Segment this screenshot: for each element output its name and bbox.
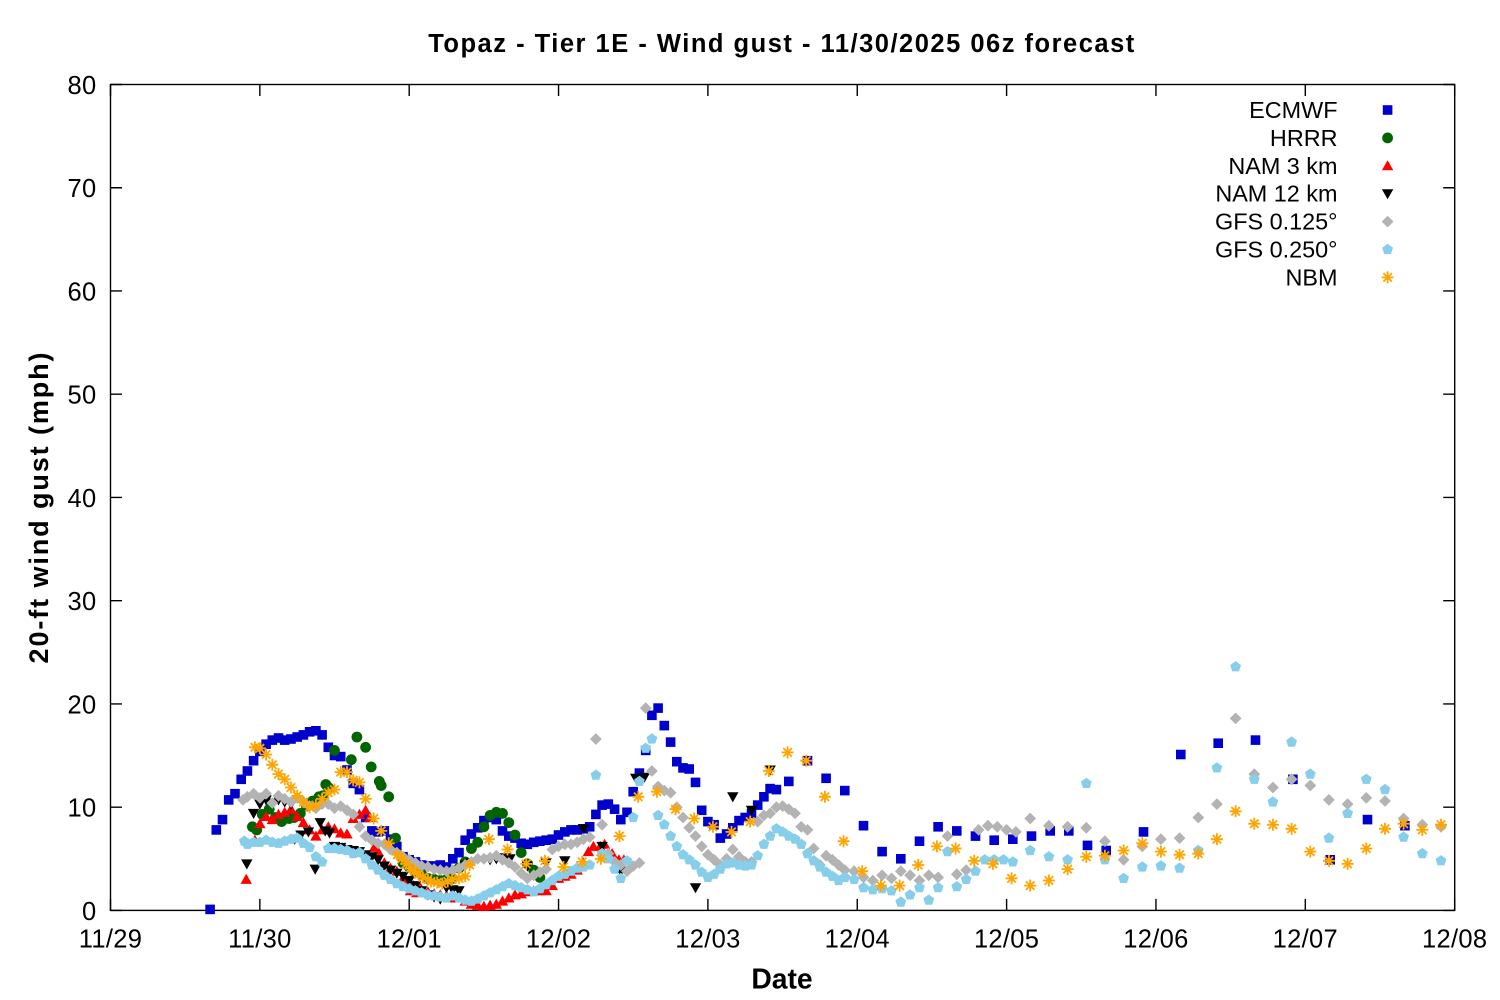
svg-text:20: 20 bbox=[68, 691, 97, 719]
svg-text:NAM 12 km: NAM 12 km bbox=[1215, 181, 1337, 207]
svg-text:0: 0 bbox=[82, 898, 96, 926]
svg-text:11/30: 11/30 bbox=[228, 925, 291, 953]
svg-text:ECMWF: ECMWF bbox=[1249, 97, 1337, 123]
svg-text:20-ft wind gust (mph): 20-ft wind gust (mph) bbox=[24, 351, 54, 664]
svg-text:GFS 0.250°: GFS 0.250° bbox=[1215, 237, 1337, 263]
svg-text:30: 30 bbox=[68, 588, 97, 616]
svg-text:12/06: 12/06 bbox=[1123, 925, 1188, 953]
svg-text:80: 80 bbox=[68, 72, 97, 100]
svg-text:GFS 0.125°: GFS 0.125° bbox=[1215, 209, 1337, 235]
svg-text:10: 10 bbox=[68, 795, 97, 823]
svg-text:12/05: 12/05 bbox=[974, 925, 1039, 953]
svg-text:HRRR: HRRR bbox=[1270, 125, 1338, 151]
svg-text:12/08: 12/08 bbox=[1422, 925, 1487, 953]
svg-text:NAM 3 km: NAM 3 km bbox=[1228, 153, 1337, 179]
svg-text:12/04: 12/04 bbox=[825, 925, 890, 953]
svg-text:50: 50 bbox=[68, 382, 97, 410]
svg-text:11/29: 11/29 bbox=[79, 925, 142, 953]
svg-text:12/03: 12/03 bbox=[675, 925, 740, 953]
svg-text:40: 40 bbox=[68, 485, 97, 513]
svg-text:12/01: 12/01 bbox=[377, 925, 442, 953]
svg-text:Date: Date bbox=[751, 963, 812, 995]
svg-text:Topaz - Tier 1E - Wind gust -: Topaz - Tier 1E - Wind gust - 11/30/2025… bbox=[428, 30, 1136, 58]
svg-text:70: 70 bbox=[68, 175, 97, 203]
svg-text:12/07: 12/07 bbox=[1273, 925, 1338, 953]
svg-text:NBM: NBM bbox=[1286, 264, 1338, 290]
svg-text:12/02: 12/02 bbox=[526, 925, 591, 953]
svg-text:60: 60 bbox=[68, 278, 97, 306]
